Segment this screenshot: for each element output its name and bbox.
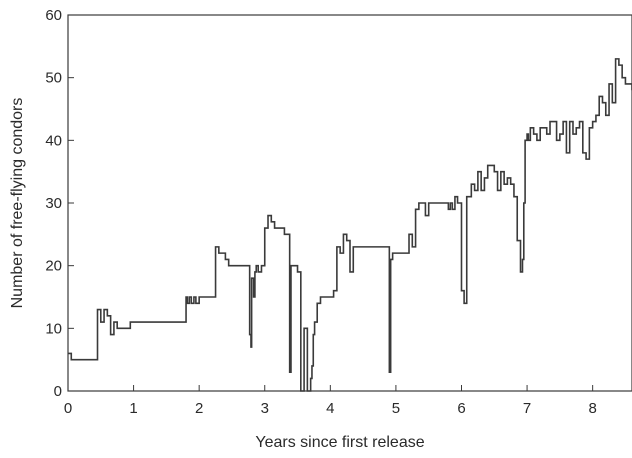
y-tick-label: 50: [45, 70, 62, 87]
y-tick-label: 60: [45, 7, 62, 24]
x-tick-label: 0: [64, 400, 72, 417]
y-tick-label: 30: [45, 195, 62, 212]
x-tick-label: 1: [129, 400, 137, 417]
x-axis-ticks: 0 1 2 3 4 5 6 7 8: [64, 385, 597, 417]
series-layer: [68, 58, 632, 392]
x-tick-label: 5: [392, 400, 400, 417]
y-tick-label: 20: [45, 258, 62, 275]
x-tick-label: 2: [195, 400, 203, 417]
y-tick-label: 10: [45, 320, 62, 337]
plot-frame: [67, 14, 632, 392]
y-tick-label: 40: [45, 132, 62, 149]
condor-count-series-line: [68, 58, 632, 392]
x-tick-label: 7: [523, 400, 531, 417]
x-tick-label: 6: [457, 400, 465, 417]
x-tick-label: 4: [326, 400, 334, 417]
x-tick-label: 3: [261, 400, 269, 417]
y-tick-label: 0: [54, 383, 62, 400]
y-axis-title: Number of free-flying condors: [9, 98, 26, 309]
y-axis-ticks: 0 10 20 30 40 50 60: [45, 7, 74, 400]
x-axis-title: Years since first release: [255, 434, 424, 451]
x-tick-label: 8: [588, 400, 596, 417]
